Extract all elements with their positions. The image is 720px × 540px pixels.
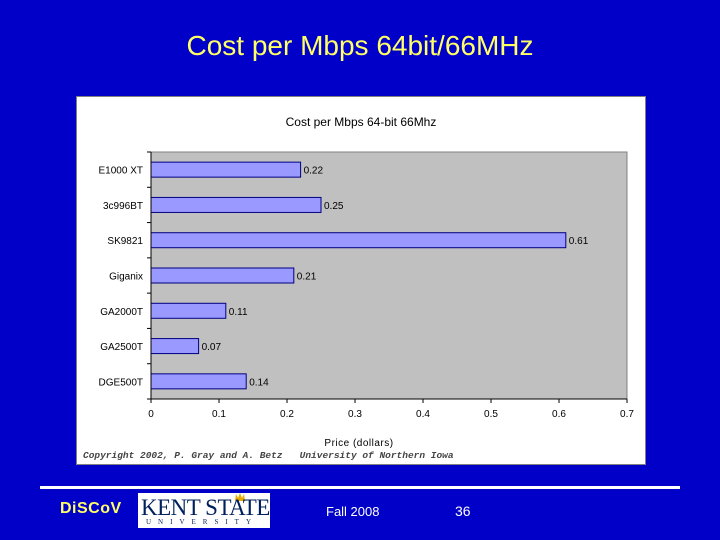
data-label: 0.25 xyxy=(324,201,344,212)
data-label: 0.61 xyxy=(569,236,589,247)
chart-title: Cost per Mbps 64-bit 66Mhz xyxy=(286,115,437,129)
bar-sk9821 xyxy=(150,232,567,249)
bar-dge500t xyxy=(150,373,247,390)
x-axis-label: Price (dollars) xyxy=(324,438,393,449)
bar-chart: Cost per Mbps 64-bit 66Mhz 0.22 0.25 0.61 0… xyxy=(83,115,634,461)
discov-logo-text: DiSCoV xyxy=(60,500,122,517)
data-label: 0.07 xyxy=(202,342,222,353)
copyright-annotation: Copyright 2002, P. Gray and A. Betz Univ… xyxy=(83,450,454,461)
category-label: 3c996BT xyxy=(103,201,143,212)
footer-date: Fall 2008 xyxy=(326,504,380,519)
category-label: GA2000T xyxy=(100,307,143,318)
kent-state-logo: KENT STATE UNIVERSITY xyxy=(138,493,270,528)
x-tick-label: 0.4 xyxy=(416,409,430,420)
x-tick-label: 0.6 xyxy=(552,409,566,420)
category-label: Giganix xyxy=(109,272,143,283)
bar-giganix xyxy=(150,267,295,284)
bar-e1000-xt xyxy=(150,161,302,178)
page-number: 36 xyxy=(455,503,471,519)
x-tick-label: 0 xyxy=(148,409,154,420)
data-label: 0.21 xyxy=(297,272,317,283)
bar-ga2500t xyxy=(150,338,200,355)
bar-3c996bt xyxy=(150,196,322,213)
chart-frame: Cost per Mbps 64-bit 66Mhz 0.22 0.25 0.61 0… xyxy=(76,96,646,465)
bar-ga2000t xyxy=(150,302,227,319)
category-label: E1000 XT xyxy=(99,166,143,177)
x-tick-label: 0.7 xyxy=(620,409,634,420)
slide-title: Cost per Mbps 64bit/66MHz xyxy=(186,30,534,61)
x-tick-label: 0.3 xyxy=(348,409,362,420)
logo-wordmark: KENT STATE xyxy=(141,495,270,520)
x-tick-label: 0.1 xyxy=(212,409,226,420)
logo-subtext: UNIVERSITY xyxy=(146,518,258,526)
data-label: 0.14 xyxy=(249,377,269,388)
footer-rule xyxy=(40,486,680,489)
category-label: GA2500T xyxy=(100,342,143,353)
category-label: DGE500T xyxy=(99,377,143,388)
x-tick-label: 0.5 xyxy=(484,409,498,420)
flame-icon xyxy=(235,493,245,501)
data-label: 0.22 xyxy=(304,166,324,177)
category-label: SK9821 xyxy=(107,236,143,247)
x-tick-label: 0.2 xyxy=(280,409,294,420)
data-label: 0.11 xyxy=(229,307,248,318)
